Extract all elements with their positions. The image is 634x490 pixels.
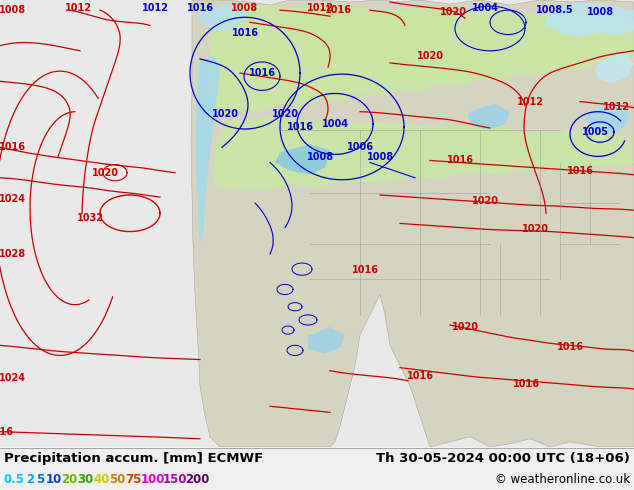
Text: 1016: 1016 [0, 142, 25, 152]
Text: 100: 100 [141, 473, 165, 487]
Text: 1024: 1024 [0, 373, 25, 383]
Polygon shape [200, 5, 250, 32]
Text: 40: 40 [93, 473, 110, 487]
Polygon shape [595, 51, 634, 83]
Text: 1016: 1016 [0, 427, 13, 437]
Text: 1005: 1005 [581, 127, 609, 137]
Polygon shape [191, 0, 634, 447]
Polygon shape [275, 144, 330, 175]
Text: 1004: 1004 [472, 3, 498, 13]
Text: 1016: 1016 [557, 343, 583, 352]
Text: 1016: 1016 [231, 27, 259, 38]
Text: 1012: 1012 [602, 101, 630, 112]
Text: 1016: 1016 [287, 122, 313, 132]
Text: 1016: 1016 [406, 371, 434, 381]
Text: 150: 150 [163, 473, 188, 487]
Polygon shape [196, 56, 220, 244]
Text: 1020: 1020 [91, 168, 119, 178]
Text: 1008.5: 1008.5 [536, 5, 574, 15]
Text: 1008: 1008 [366, 152, 394, 162]
Text: 1016: 1016 [512, 379, 540, 389]
Text: 1012: 1012 [306, 3, 333, 13]
Polygon shape [308, 327, 345, 353]
Text: 20: 20 [61, 473, 77, 487]
Polygon shape [585, 101, 630, 134]
Text: 1006: 1006 [347, 142, 373, 152]
Polygon shape [213, 117, 634, 191]
Text: 1024: 1024 [0, 194, 25, 204]
Text: 1020: 1020 [522, 223, 548, 234]
Text: Precipitation accum. [mm] ECMWF: Precipitation accum. [mm] ECMWF [4, 452, 263, 466]
Text: © weatheronline.co.uk: © weatheronline.co.uk [495, 473, 630, 487]
Text: 1020: 1020 [212, 109, 238, 119]
Text: 1008: 1008 [586, 7, 614, 17]
Text: 1016: 1016 [446, 155, 474, 166]
Text: 1020: 1020 [451, 322, 479, 332]
Polygon shape [545, 2, 634, 37]
Text: Th 30-05-2024 00:00 UTC (18+06): Th 30-05-2024 00:00 UTC (18+06) [376, 452, 630, 466]
Text: 1016: 1016 [186, 3, 214, 13]
Text: 1012: 1012 [517, 97, 543, 106]
Text: 1020: 1020 [417, 51, 444, 61]
Text: 1016: 1016 [325, 5, 351, 15]
Text: 1008: 1008 [231, 3, 259, 13]
Polygon shape [208, 5, 634, 117]
Text: 1020: 1020 [439, 7, 467, 17]
Text: 1016: 1016 [351, 265, 378, 275]
Text: 200: 200 [185, 473, 209, 487]
Text: 1012: 1012 [65, 3, 91, 13]
Text: 1008: 1008 [306, 152, 333, 162]
Polygon shape [468, 103, 510, 130]
Text: 1032: 1032 [77, 213, 103, 223]
Text: 1020: 1020 [271, 109, 299, 119]
Text: 50: 50 [109, 473, 126, 487]
Text: 0.5: 0.5 [4, 473, 25, 487]
Text: 1020: 1020 [472, 196, 498, 206]
Text: 1008: 1008 [0, 5, 25, 15]
Text: 75: 75 [125, 473, 141, 487]
Text: 30: 30 [77, 473, 94, 487]
Text: 10: 10 [46, 473, 61, 487]
Text: 1012: 1012 [141, 3, 169, 13]
Text: 1016: 1016 [567, 166, 593, 175]
Text: 1016: 1016 [249, 68, 276, 78]
Text: 1004: 1004 [321, 119, 349, 129]
Text: 5: 5 [36, 473, 44, 487]
Text: 2: 2 [26, 473, 34, 487]
Text: 1028: 1028 [0, 249, 25, 259]
Polygon shape [200, 97, 215, 117]
